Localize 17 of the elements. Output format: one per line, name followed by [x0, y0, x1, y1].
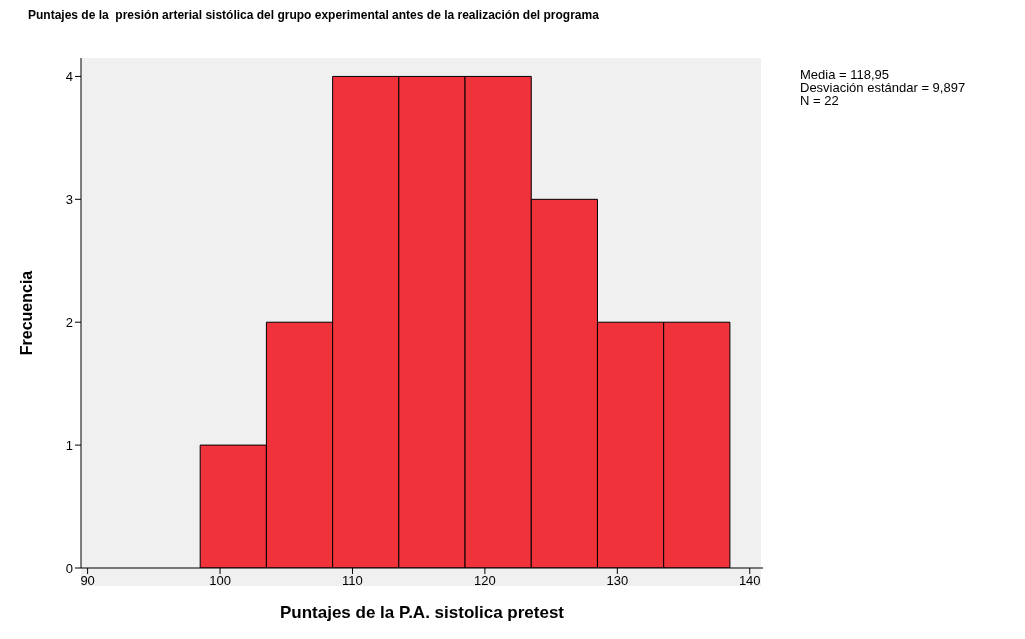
y-tick-label: 2 — [65, 314, 73, 330]
x-tick-label: 130 — [606, 573, 629, 589]
x-tick-label: 110 — [342, 573, 363, 589]
chart-title: Puntajes de la presión arterial sistólica del grupo experimental antes de la realización del programa — [27, 8, 600, 22]
x-tick-label: 90 — [80, 573, 95, 589]
x-tick-label: 140 — [738, 573, 761, 589]
x-axis-title: Puntajes de la P.A. sistolica pretest — [279, 603, 565, 622]
y-axis-title: Frecuencia — [17, 270, 35, 356]
text: N = 22 — [800, 93, 840, 108]
x-tick-label: 100 — [209, 573, 231, 589]
y-tick-label: 3 — [65, 191, 73, 207]
text: Desviación estándar = 9,897 — [800, 80, 966, 95]
y-tick-label: 1 — [65, 437, 73, 453]
text: Media = 118,95 — [800, 67, 891, 82]
x-tick-label: 120 — [474, 573, 496, 589]
y-tick-label: 4 — [65, 69, 73, 85]
y-tick-label: 0 — [65, 560, 73, 576]
